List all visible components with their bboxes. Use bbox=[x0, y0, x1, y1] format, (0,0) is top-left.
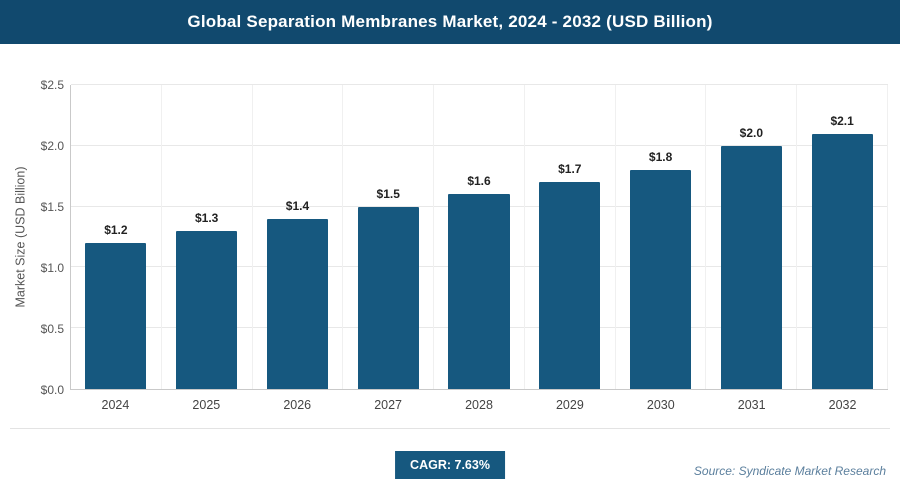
bar-cell: $1.4 bbox=[253, 85, 344, 389]
x-tick-label: 2027 bbox=[374, 398, 403, 412]
bar bbox=[176, 230, 238, 389]
bar-value-label: $1.7 bbox=[558, 162, 582, 177]
bar bbox=[811, 133, 873, 389]
bar-value-label: $1.2 bbox=[104, 223, 128, 238]
y-tick-label: $1.0 bbox=[40, 261, 64, 275]
bar-value-label: $1.8 bbox=[648, 150, 673, 165]
y-tick-label: $2.5 bbox=[40, 78, 64, 92]
bar-value-label: $2.0 bbox=[739, 125, 764, 140]
x-tick-label: 2030 bbox=[646, 398, 675, 412]
bar-value-label: $1.4 bbox=[285, 198, 310, 213]
x-tick-label: 2028 bbox=[465, 398, 493, 412]
gridline bbox=[71, 84, 888, 85]
x-tick-label: 2025 bbox=[192, 398, 221, 412]
source-attribution: Source: Syndicate Market Research bbox=[693, 464, 886, 478]
y-tick-label: $2.0 bbox=[40, 139, 64, 153]
bar-value-label: $2.1 bbox=[830, 113, 854, 128]
bar-cell: $2.1 bbox=[797, 85, 889, 389]
y-axis-tick-labels: $0.0 $0.5 $1.0 $1.5 $2.0 $2.5 bbox=[8, 78, 64, 397]
plot-area: $1.2 $1.3 $1.4 $1.5 $1.6 $1.7 $1.8 $2.0 $2.1 bbox=[70, 84, 889, 390]
bar bbox=[448, 194, 510, 389]
bar-cell: $1.7 bbox=[525, 85, 616, 389]
bar bbox=[630, 170, 692, 389]
x-tick-label: 2031 bbox=[737, 398, 766, 412]
bar-cell: $1.5 bbox=[343, 85, 435, 389]
bar-cell: $1.2 bbox=[71, 85, 162, 389]
bar bbox=[720, 145, 782, 389]
y-tick-label: $0.0 bbox=[40, 383, 64, 397]
y-tick-label: $1.5 bbox=[40, 200, 64, 214]
chart-title-bar: Global Separation Membranes Market, 2024… bbox=[0, 0, 900, 44]
bar-cell: $1.8 bbox=[616, 85, 707, 389]
bar-series: $1.2 $1.3 $1.4 $1.5 $1.6 $1.7 $1.8 $2.0 $2.1 bbox=[71, 85, 889, 389]
bar-cell: $1.6 bbox=[434, 85, 525, 389]
bar-cell: $2.0 bbox=[706, 85, 798, 389]
x-tick-label: 2024 bbox=[101, 398, 130, 412]
x-tick-label: 2032 bbox=[828, 398, 857, 412]
chart-title: Global Separation Membranes Market, 2024… bbox=[187, 12, 713, 31]
bar-value-label: $1.6 bbox=[467, 174, 491, 189]
bar-value-label: $1.3 bbox=[194, 210, 219, 225]
bar-cell: $1.3 bbox=[162, 85, 253, 389]
bar bbox=[539, 182, 601, 389]
bar-value-label: $1.5 bbox=[376, 186, 400, 201]
y-tick-label: $0.5 bbox=[40, 322, 64, 336]
cagr-badge: CAGR: 7.63% bbox=[395, 451, 505, 479]
x-axis-tick-labels: 2024 2025 2026 2027 2028 2029 2030 2031 2032 bbox=[70, 398, 888, 412]
x-tick-label: 2026 bbox=[283, 398, 312, 412]
bar bbox=[85, 243, 147, 389]
bar bbox=[357, 206, 419, 389]
bar bbox=[266, 218, 328, 389]
x-tick-label: 2029 bbox=[555, 398, 584, 412]
chart-bottom-divider bbox=[10, 428, 890, 429]
gridline bbox=[71, 144, 888, 146]
